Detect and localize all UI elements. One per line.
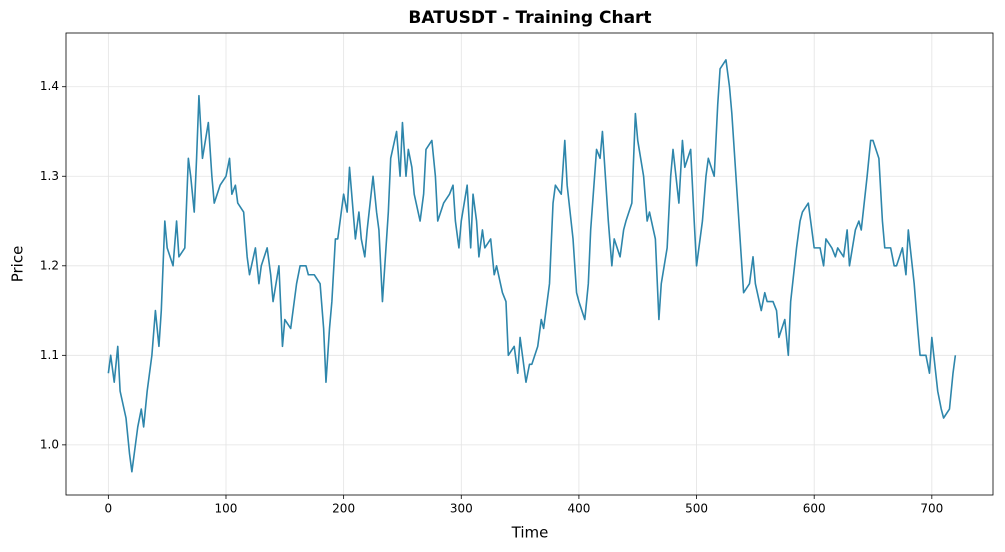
- chart-title: BATUSDT - Training Chart: [408, 8, 651, 28]
- x-tick-label: 400: [567, 502, 590, 516]
- y-tick-label: 1.3: [40, 169, 59, 183]
- x-axis-label: Time: [511, 524, 549, 542]
- y-tick-label: 1.1: [40, 348, 59, 362]
- x-tick-label: 200: [332, 502, 355, 516]
- x-tick-label: 0: [105, 502, 113, 516]
- x-tick-label: 100: [215, 502, 238, 516]
- x-tick-label: 700: [920, 502, 943, 516]
- price-line: [107, 59, 957, 473]
- x-tick-label: 600: [803, 502, 826, 516]
- y-axis-label: Price: [9, 246, 27, 283]
- y-tick-label: 1.4: [40, 79, 59, 93]
- y-tick-label: 1.0: [40, 437, 59, 451]
- x-tick-label: 500: [685, 502, 708, 516]
- y-tick-label: 1.2: [40, 258, 59, 272]
- x-tick-label: 300: [450, 502, 473, 516]
- plot-frame: [65, 32, 994, 496]
